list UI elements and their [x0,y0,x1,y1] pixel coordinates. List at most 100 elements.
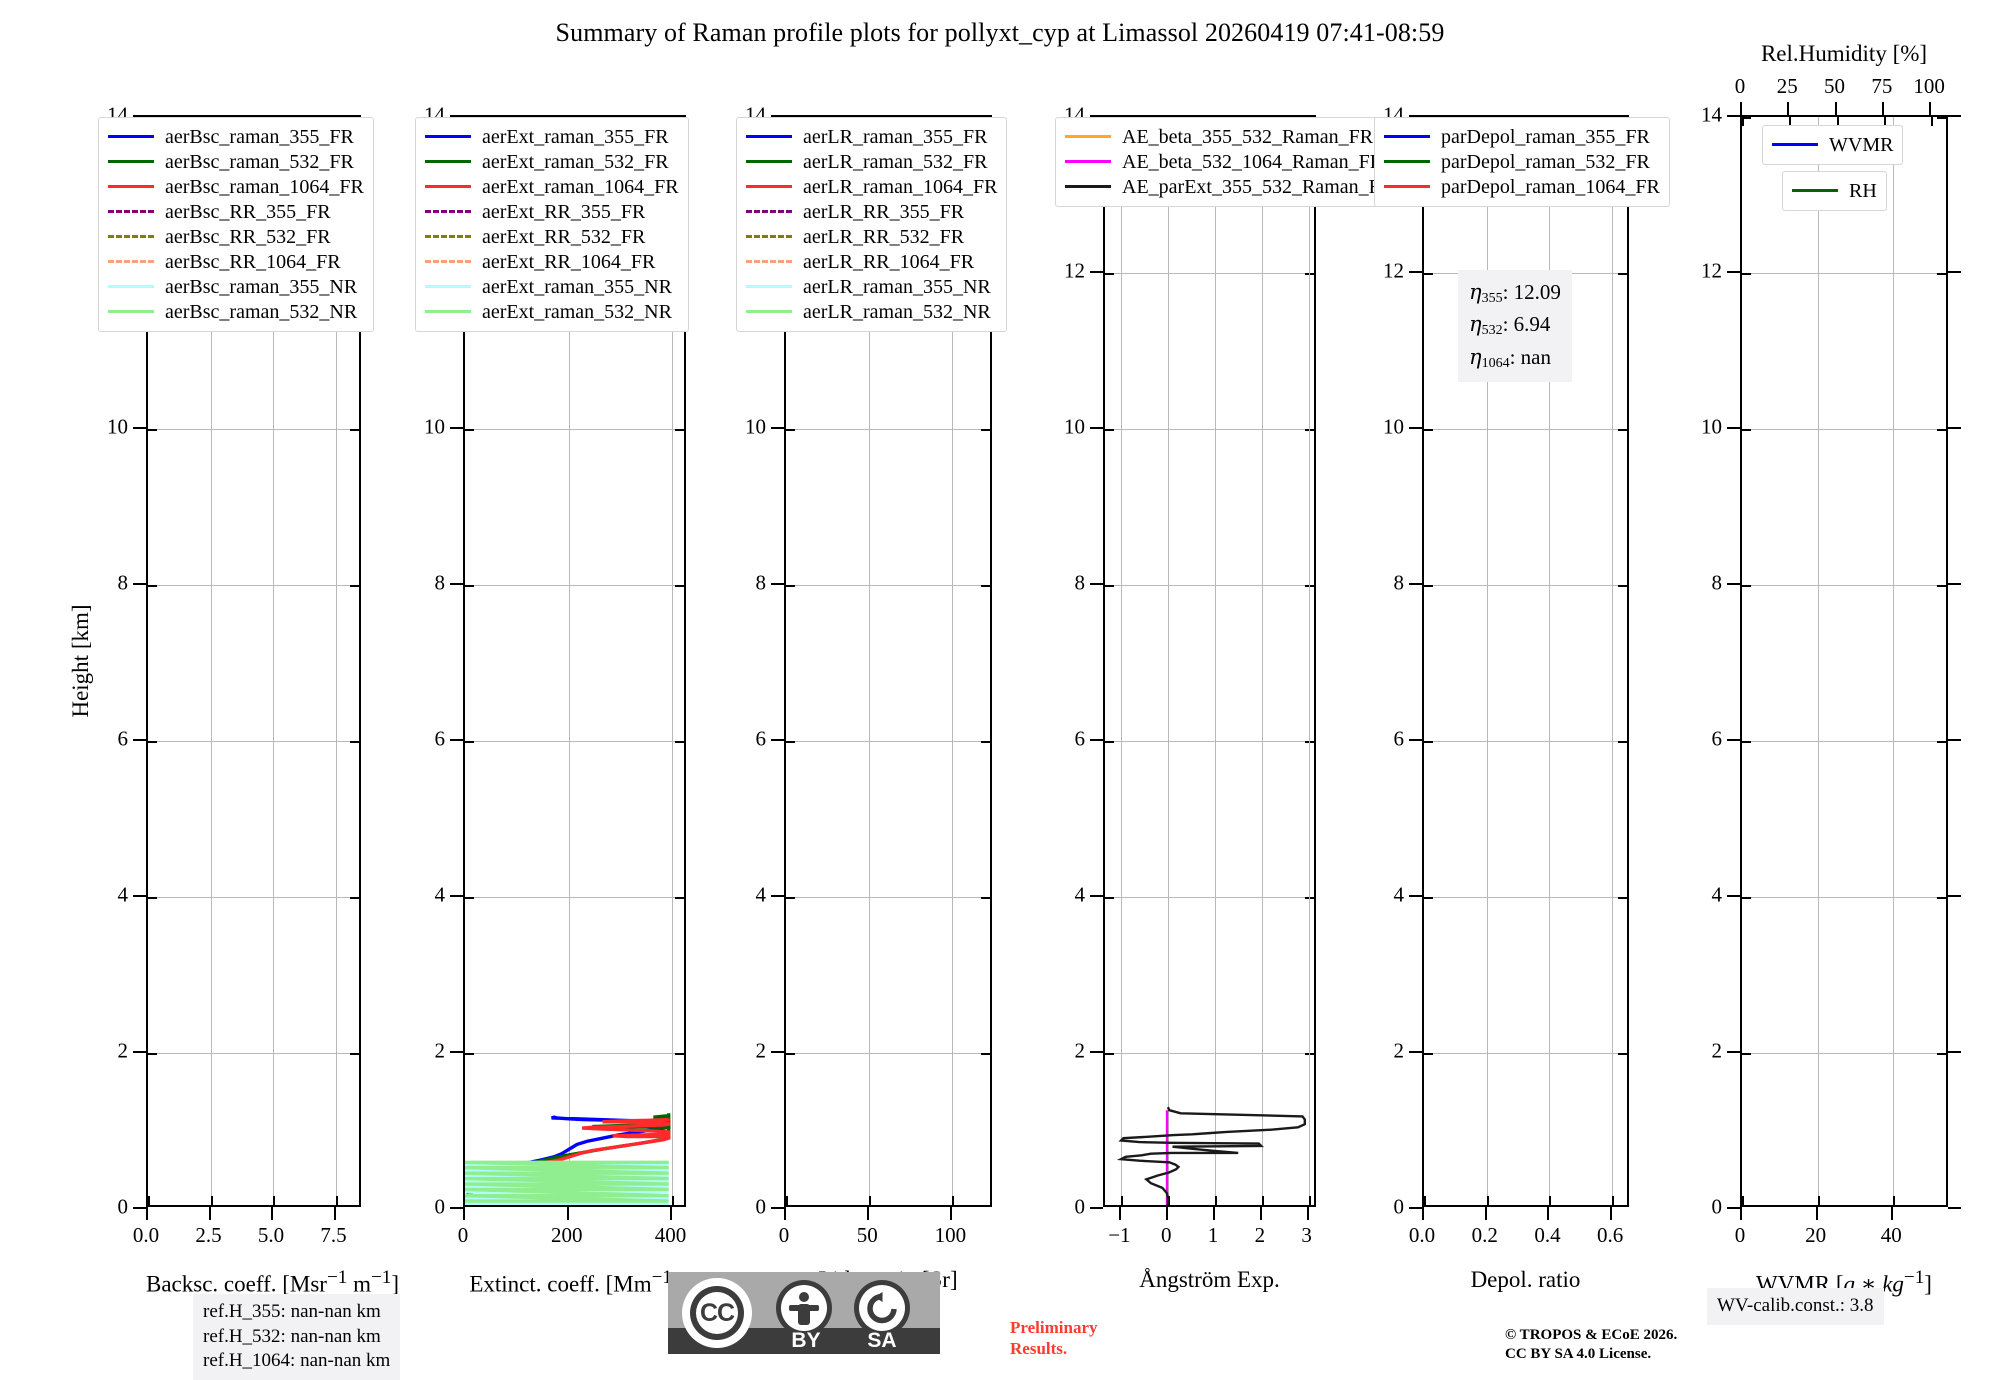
gridline-vertical [210,117,212,1205]
legend-item[interactable]: aerBsc_RR_1064_FR [108,249,364,274]
x-tick-label: 0 [1734,1223,1746,1247]
y-tick-outer [1409,739,1422,741]
gridline-vertical [869,117,871,1205]
legend-swatch-icon [1772,143,1818,146]
y-tick-outer-right [1948,583,1961,585]
legend-item[interactable]: aerLR_raman_1064_FR [746,174,997,199]
legend-item[interactable]: aerLR_raman_532_NR [746,299,997,324]
page-title: Summary of Raman profile plots for polly… [555,18,1445,47]
y-tick-mark [148,897,157,899]
plot-area-angstrom[interactable] [1103,115,1316,1207]
y-tick-mark [1105,1053,1114,1055]
legend-item[interactable]: aerBsc_raman_355_FR [108,124,364,149]
plot-area-wvmr[interactable] [1740,115,1948,1207]
legend-angstrom[interactable]: AE_beta_355_532_Raman_FR AE_beta_532_1064… [1055,117,1404,207]
y-tick-outer [133,1207,146,1209]
y-tick-label: 2 [1074,1038,1086,1063]
legend-item[interactable]: AE_beta_532_1064_Raman_FR [1065,149,1393,174]
legend-wvmr-rh[interactable]: RH [1782,171,1887,211]
gridline-horizontal [786,585,990,586]
legend-item[interactable]: aerLR_raman_355_NR [746,274,997,299]
legend-label: aerExt_raman_532_FR [482,150,669,173]
legend-item[interactable]: aerBsc_raman_532_FR [108,149,364,174]
by-label: BY [791,1329,821,1352]
legend-swatch-icon [108,185,154,188]
legend-item[interactable]: parDepol_raman_1064_FR [1384,174,1660,199]
legend-item[interactable]: aerLR_RR_1064_FR [746,249,997,274]
data-curves-extinct [465,1113,671,1205]
y-tick-mark [1618,741,1627,743]
legend-item[interactable]: aerExt_raman_532_NR [425,299,679,324]
legend-item[interactable]: aerExt_raman_1064_FR [425,174,679,199]
legend-item[interactable]: WVMR [1772,132,1893,157]
legend-item[interactable]: aerLR_raman_355_FR [746,124,997,149]
legend-item[interactable]: aerExt_raman_355_NR [425,274,679,299]
gridline-vertical [1893,117,1895,1205]
gridline-horizontal [1105,897,1314,898]
y-tick-mark [981,585,990,587]
y-tick-mark [1105,429,1114,431]
y-tick-label: 10 [745,414,766,439]
y-tick-mark [465,741,474,743]
y-tick-outer [771,1207,784,1209]
x-tick-label: 40 [1880,1223,1902,1247]
legend-swatch-icon [1384,135,1430,138]
legend-extinct[interactable]: aerExt_raman_355_FR aerExt_raman_532_FR ae… [415,117,689,332]
by-icon-arms [789,1305,819,1311]
legend-item[interactable]: aerExt_RR_355_FR [425,199,679,224]
x-tick-label: 0.4 [1534,1223,1561,1247]
legend-item[interactable]: aerExt_raman_532_FR [425,149,679,174]
wv-calibration-constant-box: WV-calib.const.: 3.8 [1707,1288,1884,1325]
x-tick-outer [1422,1207,1424,1220]
gridline-horizontal [148,585,359,586]
legend-label: AE_parExt_355_532_Raman_FR [1122,175,1394,198]
y-tick-mark [350,897,359,899]
legend-item[interactable]: AE_parExt_355_532_Raman_FR [1065,174,1393,199]
legend-item[interactable]: aerExt_raman_355_FR [425,124,679,149]
gridline-horizontal [148,741,359,742]
y-tick-outer [1090,1051,1103,1053]
x-tick-label: 2 [1254,1223,1266,1247]
gridline-vertical [1549,117,1551,1205]
legend-item[interactable]: aerBsc_raman_1064_FR [108,174,364,199]
legend-item[interactable]: aerLR_raman_532_FR [746,149,997,174]
legend-item[interactable]: aerLR_RR_355_FR [746,199,997,224]
legend-item[interactable]: aerExt_RR_532_FR [425,224,679,249]
legend-wvmr-wvmr[interactable]: WVMR [1762,125,1904,165]
gridline-horizontal [1424,897,1627,898]
series-AE_parExt_355_532_Raman_FR [1116,1106,1306,1205]
legend-item[interactable]: parDepol_raman_355_FR [1384,124,1660,149]
legend-item[interactable]: RH [1792,178,1877,203]
y-tick-label: 10 [1064,414,1085,439]
gridline-horizontal [1424,741,1627,742]
y-tick-outer [133,895,146,897]
legend-item[interactable]: aerLR_RR_532_FR [746,224,997,249]
legend-label: aerLR_RR_355_FR [803,200,965,223]
legend-item[interactable]: aerBsc_raman_355_NR [108,274,364,299]
legend-item[interactable]: aerBsc_RR_532_FR [108,224,364,249]
x-tick-mark [1817,1196,1820,1205]
y-tick-label: 0 [1393,1194,1405,1219]
y-tick-label: 2 [1711,1038,1723,1063]
legend-label: aerLR_raman_355_FR [803,125,988,148]
x-tick-outer [1306,1207,1309,1220]
y-tick-mark [786,897,795,899]
y-tick-label: 8 [1711,570,1723,595]
y-tick-mark [1937,585,1946,587]
y-tick-outer [771,583,784,585]
legend-label: aerLR_raman_355_NR [803,275,991,298]
gridline-vertical [335,117,337,1205]
legend-item[interactable]: AE_beta_355_532_Raman_FR [1065,124,1393,149]
legend-item[interactable]: aerBsc_RR_355_FR [108,199,364,224]
y-tick-outer [1409,427,1422,429]
gridline-vertical [1612,117,1614,1205]
plot-area-depol[interactable] [1422,115,1629,1207]
legend-item[interactable]: parDepol_raman_532_FR [1384,149,1660,174]
top-x-tick-outer [1834,102,1837,115]
legend-backsc[interactable]: aerBsc_raman_355_FR aerBsc_raman_532_FR ae… [98,117,374,332]
y-tick-mark [1618,273,1627,275]
legend-lidar-ratio[interactable]: aerLR_raman_355_FR aerLR_raman_532_FR aerL… [736,117,1008,332]
legend-item[interactable]: aerExt_RR_1064_FR [425,249,679,274]
legend-item[interactable]: aerBsc_raman_532_NR [108,299,364,324]
legend-depol[interactable]: parDepol_raman_355_FR parDepol_raman_532_… [1374,117,1670,207]
